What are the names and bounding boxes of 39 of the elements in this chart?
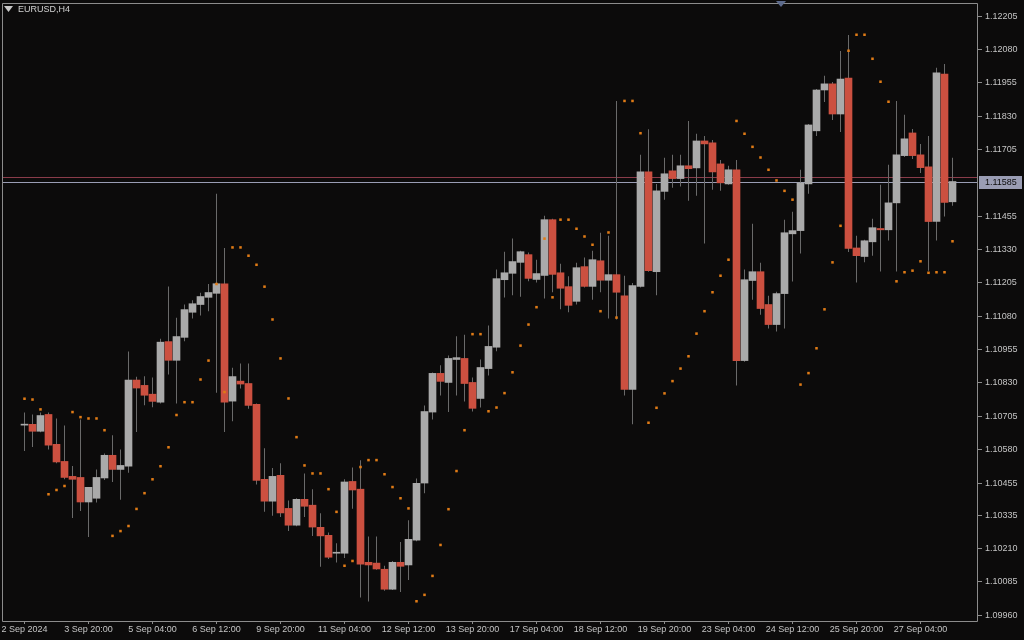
x-tick-label: 11 Sep 04:00 (318, 623, 371, 634)
y-tick-label: 1.11330 (985, 244, 1017, 255)
x-tick-label: 27 Sep 04:00 (893, 623, 948, 634)
y-tick-label: 1.10955 (985, 344, 1018, 355)
y-tick-label: 1.11705 (985, 143, 1017, 154)
y-tick-label: 1.11205 (985, 277, 1017, 288)
x-tick-label: 24 Sep 12:00 (765, 623, 820, 634)
y-tick-label: 1.10335 (985, 509, 1018, 520)
y-tick-label: 1.11455 (985, 210, 1017, 221)
y-tick-label: 1.10085 (985, 576, 1018, 587)
candlestick (876, 184, 885, 272)
y-tick-label: 1.12080 (985, 43, 1018, 54)
candlestick (684, 120, 693, 201)
y-tick-label: 1.11080 (985, 310, 1017, 321)
x-tick-label: 19 Sep 20:00 (637, 623, 692, 634)
y-tick-label: 1.11955 (985, 77, 1017, 88)
candlestick (396, 542, 405, 592)
y-tick-label: 1.10455 (985, 477, 1018, 488)
x-tick-label: 9 Sep 20:00 (256, 623, 305, 634)
x-tick-label: 3 Sep 20:00 (64, 623, 113, 634)
x-tick-label: 17 Sep 04:00 (509, 623, 564, 634)
y-tick-label: 1.12205 (985, 10, 1018, 21)
x-tick-label: 5 Sep 04:00 (128, 623, 177, 634)
y-tick-label: 1.10580 (985, 444, 1018, 455)
y-tick-label: 1.09960 (985, 609, 1018, 620)
x-tick-label: 2 Sep 2024 (1, 623, 48, 634)
y-tick-label: 1.11830 (985, 110, 1017, 121)
x-tick-label: 12 Sep 12:00 (381, 623, 436, 634)
ref-line-label: 1.11585 (985, 176, 1017, 187)
x-tick-label: 13 Sep 20:00 (445, 623, 500, 634)
x-tick-label: 25 Sep 20:00 (829, 623, 884, 634)
x-tick-label: 18 Sep 12:00 (573, 623, 628, 634)
candlestick (604, 235, 613, 319)
y-tick-label: 1.10705 (985, 410, 1018, 421)
y-tick-label: 1.10830 (985, 377, 1018, 388)
y-tick-label: 1.10210 (985, 542, 1018, 553)
x-tick-label: 6 Sep 12:00 (192, 623, 241, 634)
chart-title: EURUSD,H4 (18, 4, 71, 15)
x-tick-label: 23 Sep 04:00 (701, 623, 756, 634)
